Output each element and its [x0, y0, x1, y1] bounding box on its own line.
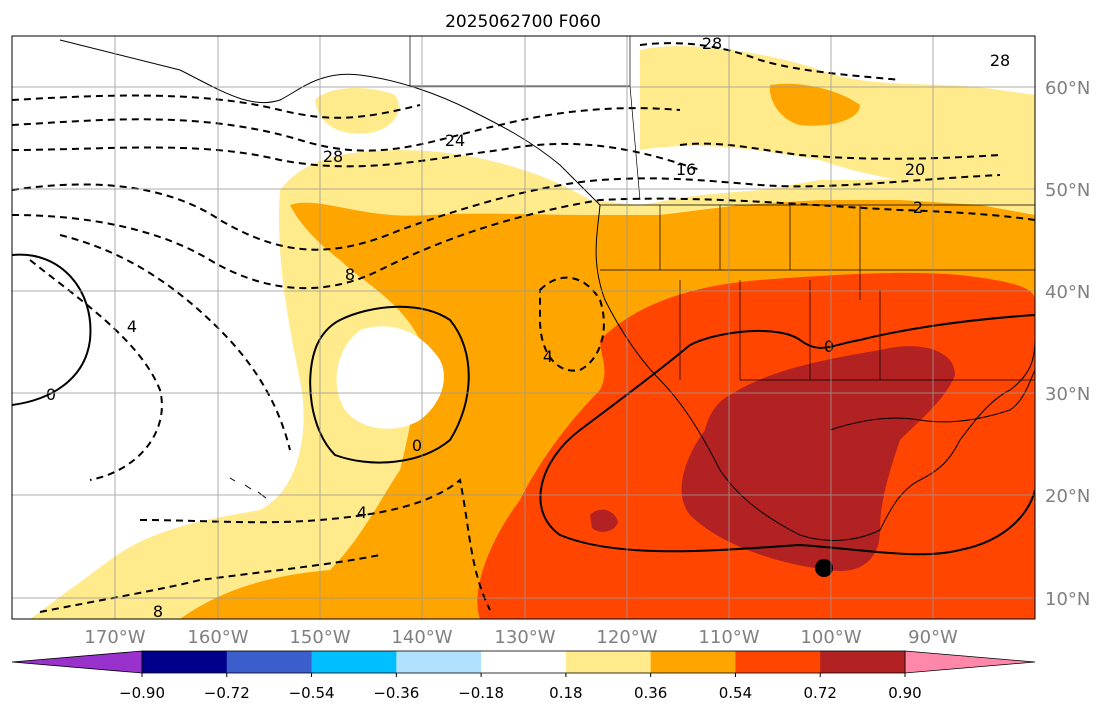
- colorbar-tick-label: −0.54: [289, 684, 335, 702]
- latitude-labels: 60°N 50°N 40°N 30°N 20°N 10°N: [1045, 78, 1090, 610]
- lat-label: 20°N: [1045, 486, 1090, 507]
- contour-label: 8: [153, 602, 163, 621]
- longitude-labels: 170°W 160°W 150°W 140°W 130°W 120°W 110°…: [84, 627, 958, 648]
- contour-lines: [12, 42, 1035, 613]
- contour-label: 0: [824, 337, 834, 356]
- colorbar-tick-label: −0.90: [119, 684, 165, 702]
- contour-label: 24: [445, 131, 465, 150]
- lon-label: 140°W: [391, 627, 452, 648]
- contour-label: 4: [127, 317, 137, 336]
- map-frame: [11, 35, 1036, 620]
- anomaly-band-0.36-0.54-north: [769, 83, 860, 126]
- colorbar-tick-label: −0.36: [373, 684, 419, 702]
- colorbar-tick-label: 0.90: [888, 684, 921, 702]
- contour-label: 4: [357, 503, 367, 522]
- contour-label-group: 28 28 24 16 20 2 28 8 4 0 0 4 0 4 8: [46, 34, 1010, 621]
- lat-label: 50°N: [1045, 180, 1090, 201]
- colorbar-frame: [141, 650, 906, 674]
- colorbar-swatch: [142, 651, 228, 673]
- lat-label: 60°N: [1045, 78, 1090, 99]
- canada-alaska-border: [409, 36, 641, 201]
- colorbar-swatch: [565, 651, 652, 673]
- lat-label: 30°N: [1045, 384, 1090, 405]
- figure-title: 2025062700 F060: [445, 12, 601, 32]
- map-panel: 28 28 24 16 20 2 28 8 4 0 0 4 0 4 8: [12, 34, 1035, 621]
- colorbar-tick-label: 0.36: [634, 684, 667, 702]
- lon-label: 150°W: [289, 627, 350, 648]
- anomaly-band-0.72-0.90: [681, 346, 955, 571]
- contour-label: 4: [543, 347, 553, 366]
- lon-label: 100°W: [800, 627, 861, 648]
- colorbar-tick-label: 0.54: [719, 684, 752, 702]
- colorbar: −0.90 −0.72 −0.54 −0.36 −0.18 0.18 0.36 0.54 0.7…: [11, 650, 1036, 702]
- contour-label: 0: [46, 385, 56, 404]
- colorbar-swatch: [226, 651, 313, 673]
- contour-label: 8: [345, 265, 355, 284]
- colorbar-tick-label: −0.18: [458, 684, 504, 702]
- coastline-alaska: [59, 39, 601, 206]
- colorbar-swatch: [481, 651, 567, 673]
- anomaly-band-0.18-0.36-alaska: [315, 88, 399, 134]
- colorbar-swatch: [650, 651, 736, 673]
- contour-label: 20: [905, 160, 925, 179]
- lon-label: 110°W: [698, 627, 759, 648]
- coastline-gulf: [829, 369, 1035, 431]
- colorbar-swatch: [735, 651, 821, 673]
- colorbar-swatch: [311, 651, 397, 673]
- lat-label: 40°N: [1045, 282, 1090, 303]
- contour-label: 2: [913, 198, 923, 217]
- colorbar-tick-label: 0.18: [549, 684, 582, 702]
- colorbar-swatch: [820, 651, 906, 673]
- anomaly-band-0.18-0.36-north: [640, 46, 1035, 200]
- graticule: [12, 36, 1035, 619]
- lon-label: 170°W: [84, 627, 145, 648]
- colorbar-extend-low: [11, 650, 143, 674]
- lat-label: 10°N: [1045, 589, 1090, 610]
- clear-zone-central-pacific: [336, 326, 444, 429]
- lon-label: 90°W: [908, 627, 958, 648]
- lon-label: 120°W: [596, 627, 657, 648]
- lon-label: 130°W: [494, 627, 555, 648]
- colorbar-swatch: [396, 651, 482, 673]
- contour-label: 28: [702, 34, 722, 53]
- cyclone-center-marker: [815, 559, 833, 577]
- anomaly-band-0.72-0.90-small: [590, 509, 618, 532]
- colorbar-extend-high: [904, 650, 1036, 674]
- colorbar-tick-label: 0.72: [804, 684, 837, 702]
- contour-label: 0: [412, 436, 422, 455]
- contour-label: 28: [323, 147, 343, 166]
- colorbar-tick-label: −0.72: [204, 684, 250, 702]
- contour-label: 28: [990, 51, 1010, 70]
- contour-label: 16: [676, 160, 696, 179]
- lon-label: 160°W: [187, 627, 248, 648]
